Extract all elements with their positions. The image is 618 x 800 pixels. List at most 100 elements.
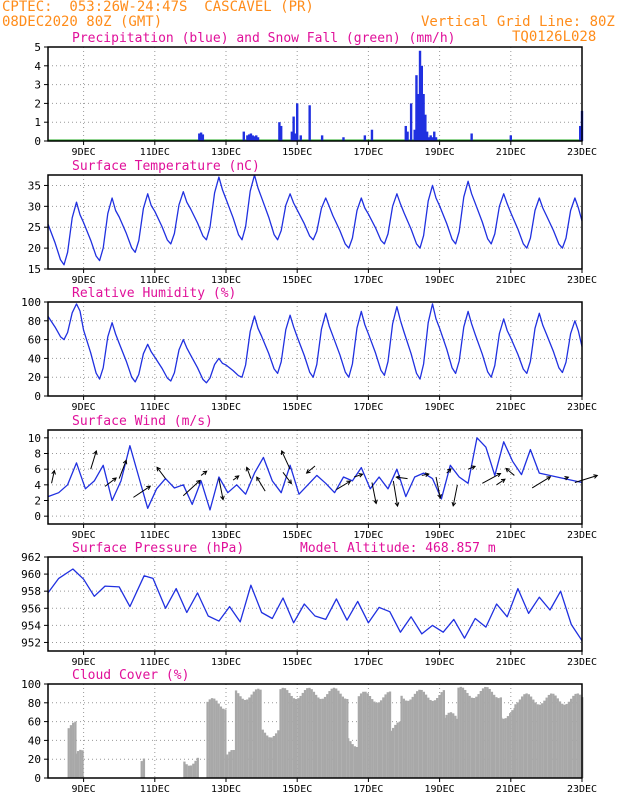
cloud-bar <box>319 698 322 778</box>
precip-bar <box>308 105 311 141</box>
panel-title: Relative Humidity (%) <box>72 286 236 301</box>
x-tick-label: 23DEC <box>567 275 597 286</box>
precip-bar <box>420 65 423 141</box>
panel-frame <box>47 46 583 142</box>
cloud-bar <box>215 700 218 778</box>
wind-vector-head <box>496 472 502 478</box>
panel-5: 952 954 956 958 960 962 9DEC 11DEC 13DEC 15DEC 17D… <box>21 541 597 668</box>
cloud-bar <box>479 691 482 778</box>
cloud-bar <box>359 693 363 778</box>
x-tick-label: 11DEC <box>140 402 170 413</box>
cloud-bar <box>343 698 347 778</box>
wind-vector <box>505 468 515 476</box>
wind-vector-head <box>112 477 117 482</box>
wind-vector <box>452 484 458 506</box>
y-tick-label: 8 <box>34 448 41 461</box>
panel-1: 0 1 2 3 4 5 9DEC 11DEC 13DEC 15DEC 17DEC 19DEC 21DEC… <box>34 31 597 158</box>
cloud-bar <box>274 733 278 778</box>
cloud-bar <box>486 687 489 778</box>
precip-bar <box>433 131 436 141</box>
y-tick-label: 960 <box>21 568 41 581</box>
wind-vector-head <box>256 476 261 482</box>
precip-bar <box>579 125 582 141</box>
wind-vector <box>467 465 476 470</box>
cloud-bar <box>389 730 393 778</box>
cloud-bar <box>461 687 465 778</box>
wind-vector-head <box>196 479 201 485</box>
cloud-bar <box>493 694 496 778</box>
x-tick-label: 17DEC <box>353 402 383 413</box>
precip-bar <box>253 136 256 141</box>
wind-vector-head <box>500 478 506 484</box>
wind-vector-head <box>424 472 430 477</box>
wind-vector <box>118 460 127 479</box>
cloud-bar <box>288 692 291 778</box>
wind-vector-head <box>437 494 442 500</box>
x-tick-label: 11DEC <box>140 784 170 795</box>
y-tick-label: 958 <box>21 585 41 598</box>
x-tick-label: 19DEC <box>425 530 455 541</box>
y-tick-label: 4 <box>34 60 41 73</box>
precip-bar <box>409 103 413 141</box>
wind-vector-head <box>346 480 352 485</box>
precip-bar <box>434 137 438 141</box>
precip-bar <box>417 94 420 141</box>
wind-vector <box>531 476 551 489</box>
precip-bar <box>370 129 374 141</box>
cloud-bar <box>477 694 480 778</box>
panel-title: Surface Wind (m/s) <box>72 414 213 429</box>
wind-vector <box>200 470 207 476</box>
cloud-bar <box>341 696 344 778</box>
cloud-bar <box>76 751 80 778</box>
cloud-bar <box>445 714 448 778</box>
cloud-bar <box>353 746 357 778</box>
wind-vector-head <box>202 470 208 476</box>
precip-bar <box>424 114 427 141</box>
cloud-bar <box>210 698 214 778</box>
wind-vector <box>104 477 117 487</box>
cloud-bar <box>552 693 555 778</box>
cloud-bar <box>506 716 510 778</box>
cloud-bar <box>362 691 365 778</box>
y-tick-label: 954 <box>21 619 41 632</box>
cloud-bar <box>547 694 551 778</box>
wind-vector-head <box>373 499 378 505</box>
cloud-bar <box>502 718 505 778</box>
wind-speed-line <box>47 437 583 511</box>
cloud-bar <box>254 689 258 778</box>
cloud-bar <box>371 699 374 778</box>
wind-vector-head <box>358 472 364 478</box>
cloud-bar <box>375 702 378 778</box>
cloud-bar <box>187 765 191 778</box>
y-tick-label: 80 <box>28 697 41 710</box>
humidity-line <box>47 303 583 384</box>
x-tick-label: 15DEC <box>282 530 312 541</box>
wind-vector-head <box>446 468 452 473</box>
x-tick-label: 11DEC <box>140 530 170 541</box>
cloud-bar <box>357 696 361 778</box>
cloud-bar <box>330 688 333 778</box>
cloud-bar <box>194 760 197 778</box>
cloud-bar <box>409 699 412 778</box>
cloud-bar <box>308 687 311 778</box>
cloud-bar <box>561 703 564 778</box>
cloud-bar <box>402 698 405 778</box>
cloud-bar <box>239 696 242 778</box>
x-tick-label: 15DEC <box>282 784 312 795</box>
wind-vector <box>574 475 598 483</box>
cloud-bar <box>518 699 522 778</box>
y-tick-label: 956 <box>21 602 41 615</box>
cloud-bar <box>79 749 82 778</box>
x-tick-label: 21DEC <box>496 402 526 413</box>
cloud-bar <box>472 698 476 778</box>
y-tick-label: 10 <box>28 432 41 445</box>
cloud-bar <box>347 738 350 778</box>
y-tick-label: 30 <box>28 200 41 213</box>
cloud-bar <box>422 691 425 778</box>
x-tick-label: 15DEC <box>282 657 312 668</box>
cloud-bar <box>527 694 531 778</box>
precip-bar <box>415 75 418 141</box>
cloud-bar <box>424 694 428 778</box>
cloud-bar <box>545 697 548 778</box>
cloud-bar <box>283 688 287 778</box>
